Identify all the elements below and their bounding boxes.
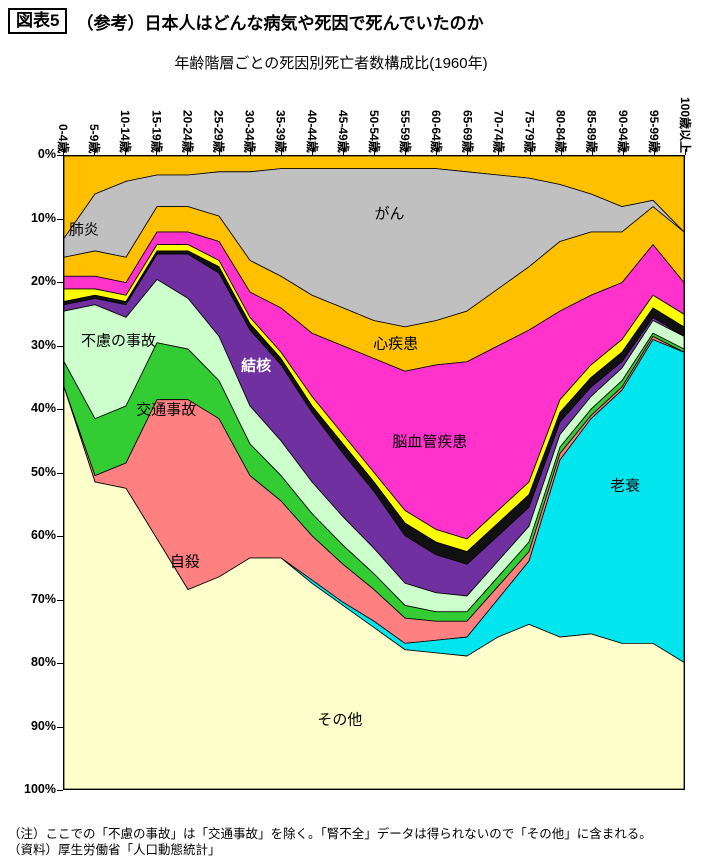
y-axis-label: 0% xyxy=(37,147,56,161)
y-axis-label: 80% xyxy=(30,655,56,669)
x-axis-tick xyxy=(436,149,438,155)
footnotes: （注）ここでの「不慮の事故」は「交通事故」を除く。「腎不全」データは得られないの… xyxy=(8,826,652,858)
x-axis-label: 0-4歳 xyxy=(56,123,70,153)
x-axis-label: 20-24歳 xyxy=(180,110,195,153)
y-axis-tick xyxy=(57,472,63,474)
x-axis-tick xyxy=(94,149,96,155)
x-axis-tick xyxy=(218,149,220,155)
y-axis-label: 70% xyxy=(30,591,56,606)
x-axis-label: 70-74歳 xyxy=(491,110,506,153)
x-axis-labels: 0-4歳 5-9歳 10-14歳 15-19歳 20-24歳 25-29歳 30-34歳 35… xyxy=(56,64,692,155)
y-axis-label: 20% xyxy=(30,274,56,288)
x-axis-tick xyxy=(374,149,375,155)
x-axis-label: 15-19歳 xyxy=(149,110,164,153)
x-axis-label: 10-14歳 xyxy=(118,110,133,153)
x-axis-tick xyxy=(311,149,313,155)
y-axis-tick xyxy=(57,790,63,791)
x-axis-label: 100歳以上 xyxy=(678,96,692,153)
x-axis-tick xyxy=(405,149,407,155)
y-axis-tick xyxy=(57,218,63,220)
x-axis-tick xyxy=(156,149,158,155)
x-axis-tick xyxy=(249,149,251,155)
x-axis-tick xyxy=(125,149,127,155)
x-axis-label: 50-54歳 xyxy=(367,110,381,153)
x-axis-tick xyxy=(653,149,655,155)
y-axis-label: 40% xyxy=(30,401,56,415)
figure-title: （参考）日本人はどんな病気や死因で死んでいたのか xyxy=(76,13,484,33)
x-axis-tick xyxy=(467,149,469,155)
y-axis-tick xyxy=(57,155,63,156)
x-axis-tick xyxy=(591,149,593,155)
x-axis-label: 25-29歳 xyxy=(211,110,226,153)
x-axis-label: 85-89歳 xyxy=(584,110,599,153)
x-axis-tick xyxy=(498,149,500,155)
stacked-area-chart xyxy=(64,156,684,789)
y-axis-tick xyxy=(57,282,63,283)
x-axis-label: 5-9歳 xyxy=(87,123,102,153)
x-axis-label: 55-59歳 xyxy=(398,110,413,153)
x-axis-tick xyxy=(622,149,624,155)
x-axis-tick xyxy=(280,149,282,155)
y-axis-tick xyxy=(57,599,63,601)
y-axis-label: 30% xyxy=(30,337,56,352)
y-axis-label: 10% xyxy=(30,210,56,225)
x-axis-label: 95-99歳 xyxy=(646,110,661,153)
x-axis-label: 60-64歳 xyxy=(429,110,444,153)
y-axis-tick xyxy=(57,409,63,410)
x-axis-tick xyxy=(63,149,64,155)
x-axis-label: 30-34歳 xyxy=(242,110,257,153)
x-axis-label: 35-39歳 xyxy=(273,110,288,153)
chart-subtitle: 年齢階層ごとの死因別死亡者数構成比(1960年) xyxy=(174,55,488,72)
x-axis-label: 80-84歳 xyxy=(553,110,568,153)
x-axis-label: 90-94歳 xyxy=(615,110,630,153)
y-axis-tick xyxy=(57,726,63,728)
x-axis-label: 45-49歳 xyxy=(335,110,350,153)
x-axis-tick xyxy=(685,149,686,155)
y-axis-tick xyxy=(57,663,63,664)
plot-area: 肺炎 がん 不慮の事故 心疾患 結核 交通事故 脳血管疾患 自殺 老衰 その他 xyxy=(63,155,685,790)
x-axis-label: 65-69歳 xyxy=(460,110,475,153)
x-axis-label: 40-44歳 xyxy=(304,110,319,153)
x-axis-tick xyxy=(529,149,531,155)
note-line: （注）ここでの「不慮の事故」は「交通事故」を除く。「腎不全」データは得られないの… xyxy=(8,827,652,841)
y-axis-label: 60% xyxy=(30,528,56,542)
source-line: （資料）厚生労働省「人口動態統計」 xyxy=(8,843,221,857)
y-axis-tick xyxy=(57,536,63,537)
y-axis-label: 100% xyxy=(24,782,56,796)
figure-header: 図表5 （参考）日本人はどんな病気や死因で死んでいたのか xyxy=(8,8,484,35)
y-axis-label: 50% xyxy=(30,464,56,479)
y-axis-tick xyxy=(57,345,63,347)
y-axis-label: 90% xyxy=(30,718,56,733)
figure-tag: 図表5 xyxy=(8,8,68,35)
x-axis-tick xyxy=(560,149,562,155)
area-others xyxy=(64,386,684,789)
x-axis-tick xyxy=(187,149,189,155)
x-axis-tick xyxy=(342,149,344,155)
x-axis-label: 75-79歳 xyxy=(522,110,537,153)
